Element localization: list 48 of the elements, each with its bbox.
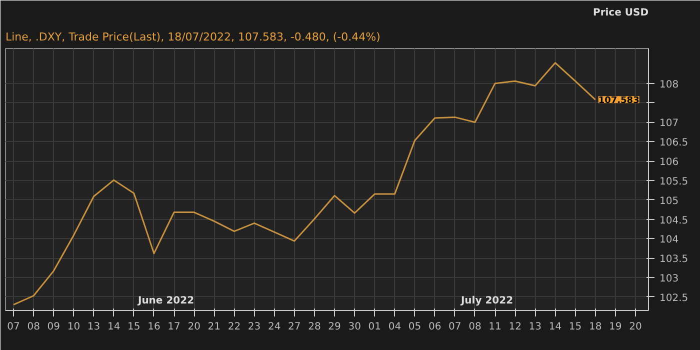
x-tick-label: 20 [629, 322, 642, 332]
y-axis-title: Price USD [592, 8, 649, 18]
x-tick-label: 17 [168, 322, 180, 332]
x-tick-label: 16 [148, 322, 160, 332]
x-tick-label: 15 [568, 322, 582, 332]
y-tick-label: 103 [660, 274, 679, 285]
x-tick-label: 18 [588, 322, 602, 332]
x-tick-label: 15 [128, 322, 140, 332]
x-tick-label: 23 [248, 322, 261, 332]
y-tick-label: 103.5 [660, 254, 688, 266]
x-tick-label: 22 [228, 322, 241, 332]
x-tick-label: 07 [448, 322, 462, 332]
x-tick-label: 10 [67, 322, 80, 332]
chart-title: Line, .DXY, Trade Price(Last), 18/07/2022, 107.583, -0.480, (-0.44%) [6, 30, 380, 44]
x-tick-label: 19 [609, 322, 622, 332]
x-tick-label: 12 [508, 322, 522, 332]
x-tick-label: 01 [368, 322, 382, 332]
x-tick-label: 09 [47, 322, 60, 332]
y-tick-label: 104 [660, 234, 679, 246]
x-tick-label: 06 [428, 322, 442, 332]
y-tick-label: 107 [660, 118, 679, 130]
x-tick-label: 14 [548, 322, 562, 332]
line-series [12, 62, 596, 306]
x-tick-label: 11 [488, 322, 502, 332]
x-tick-label: 08 [468, 322, 482, 332]
x-tick-label: 24 [268, 322, 281, 332]
x-tick-label: 30 [348, 322, 361, 332]
x-tick-label: 04 [388, 322, 402, 332]
y-tick-label: 108 [660, 79, 679, 90]
x-tick-label: 13 [87, 322, 100, 332]
y-tick-label: 104.5 [660, 215, 688, 226]
y-tick-label: 102.5 [660, 292, 688, 304]
x-tick-label: 21 [208, 322, 221, 332]
y-tick-label: 106.5 [660, 138, 688, 149]
x-tick-label: 20 [188, 322, 200, 332]
x-tick-label: 14 [107, 322, 120, 332]
x-tick-label: 28 [308, 322, 321, 332]
x-tick-label: 07 [7, 322, 20, 332]
y-tick-label: 105 [660, 196, 679, 207]
y-tick-label: 106 [660, 157, 679, 168]
x-tick-label: 13 [528, 322, 542, 332]
y-tick-label: 105.5 [660, 176, 688, 188]
x-tick-label: 29 [328, 322, 341, 332]
annotation: June 2022 [136, 296, 194, 306]
x-tick-label: 27 [288, 322, 301, 332]
x-tick-label: 05 [408, 322, 422, 332]
x-tick-label: 08 [27, 322, 40, 332]
annotation: July 2022 [460, 296, 514, 306]
